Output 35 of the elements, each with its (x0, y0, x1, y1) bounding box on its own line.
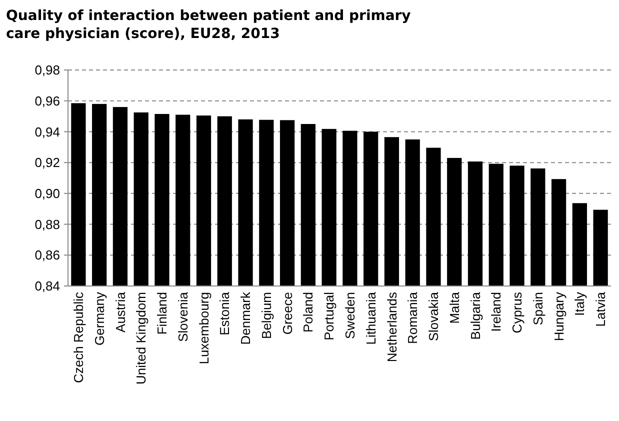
x-tick-label: Denmark (238, 292, 254, 345)
x-tick-label: Portugal (322, 292, 337, 340)
x-tick-label: Latvia (593, 291, 608, 327)
y-tick-label: 0,86 (34, 248, 60, 263)
x-tick-label: Italy (572, 292, 588, 316)
x-tick-label: Malta (446, 291, 462, 324)
x-tick-label: Lithuania (363, 291, 378, 345)
x-tick-label: Slovenia (175, 291, 190, 342)
y-tick-label: 0,96 (34, 93, 60, 108)
x-tick-label: Hungary (551, 292, 566, 342)
x-tick-label: Netherlands (384, 292, 400, 362)
y-tick-label: 0,98 (34, 62, 60, 78)
x-tick-label: United Kingdom (134, 292, 149, 384)
x-tick-label: Luxembourg (196, 292, 212, 364)
x-tick-label: Spain (530, 292, 546, 326)
y-tick-label: 0,94 (34, 124, 60, 140)
y-tick-label: 0,88 (34, 216, 60, 232)
x-tick-label: Poland (300, 292, 316, 332)
x-tick-label: Finland (154, 292, 170, 335)
x-tick-label: Romania (405, 291, 420, 344)
x-tick-label: Belgium (258, 292, 274, 339)
x-tick-label: Cyprus (510, 292, 525, 334)
chart-title: Quality of interaction between patient and primary care physician (score), EU28, 2013 (6, 8, 411, 42)
x-tick-label: Austria (112, 291, 128, 332)
y-tick-label: 0,84 (34, 278, 60, 294)
x-tick-label: Bulgaria (468, 291, 483, 340)
x-tick-label: Czech Republic (70, 292, 86, 384)
x-tick-label: Germany (92, 292, 107, 346)
x-tick-label: Sweden (342, 292, 358, 339)
x-tick-label: Estonia (217, 291, 232, 336)
x-tick-label: Greece (280, 292, 295, 335)
x-tick-label: Slovakia (426, 291, 442, 342)
y-tick-label: 0,90 (34, 186, 60, 201)
y-tick-label: 0,92 (34, 155, 60, 170)
x-tick-label: Ireland (488, 292, 504, 332)
